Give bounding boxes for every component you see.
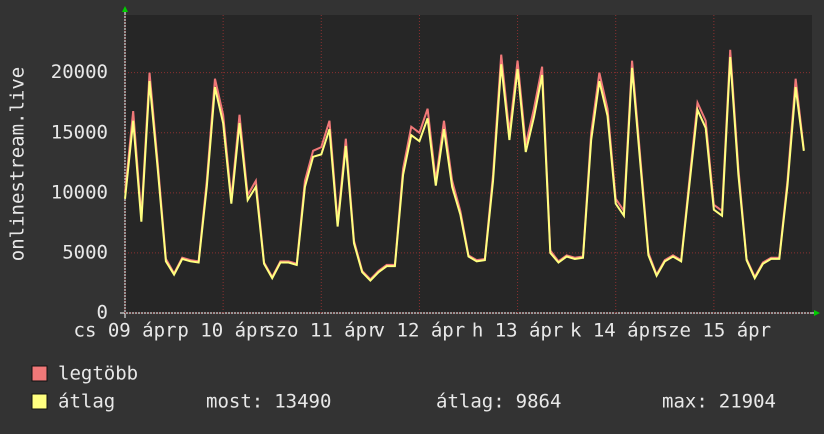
legend-swatch [31, 365, 48, 382]
x-tick-label: v 12 ápr [374, 320, 466, 342]
y-tick-label: 20000 [51, 61, 108, 83]
x-tick-label: szo 11 ápr [264, 320, 378, 342]
y-axis-label: onlinestream.live [7, 67, 29, 261]
stat-label: most: [206, 391, 263, 413]
stat-value: 9864 [516, 391, 562, 413]
legend-label: legtöbb [58, 363, 138, 385]
y-tick-label: 0 [97, 302, 108, 324]
x-tick-label: p 10 ápr [177, 320, 269, 342]
x-tick-label: h 13 ápr [472, 320, 564, 342]
x-tick-label: k 14 ápr [570, 320, 662, 342]
stat-value: 13490 [274, 391, 331, 413]
series-line [124, 56, 805, 282]
stat-label: max: [662, 391, 708, 413]
axis-arrow [814, 310, 820, 316]
axis-arrow [122, 6, 128, 12]
plot-area [125, 15, 812, 313]
y-tick-label: 10000 [51, 181, 108, 203]
x-tick-label: cs 09 ápr [74, 320, 177, 342]
x-tick-label: sze 15 ápr [657, 320, 771, 342]
stat-value: 21904 [719, 391, 776, 413]
stat-label: átlag: [436, 391, 505, 413]
legend-swatch [31, 393, 48, 410]
y-tick-label: 15000 [51, 121, 108, 143]
y-tick-label: 5000 [62, 241, 108, 263]
legend-label: átlag [58, 391, 115, 413]
